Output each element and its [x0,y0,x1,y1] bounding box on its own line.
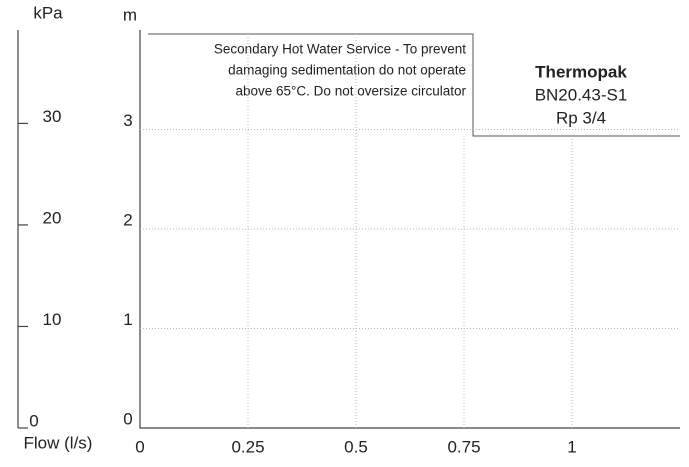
product-connection: Rp 3/4 [556,108,606,127]
x-axis-label: Flow (l/s) [24,433,93,452]
y-axis-label: m [123,5,137,24]
annotation-box [148,33,680,137]
y-tick-label: 0 [123,409,132,428]
y2-tick-label: 10 [43,310,62,329]
product-model: BN20.43-S1 [535,85,628,104]
y-tick-label: 1 [123,310,132,329]
x-tick-label: 1 [567,437,576,456]
x-tick-label: 0.5 [344,437,368,456]
y2-tick-label: 30 [43,107,62,126]
annotation: Secondary Hot Water Service - To prevent [214,42,466,57]
x-tick-label: 0.25 [231,437,264,456]
plot-frame [139,30,680,429]
y-tick-label: 2 [123,210,132,229]
x-tick-label: 0.75 [447,437,480,456]
annotation: above 65°C. Do not oversize circulator [235,84,466,99]
y2-tick-label: 20 [43,208,62,227]
y2-axis-label: kPa [33,3,63,22]
x-tick-label: 0 [135,437,144,456]
product-name: Thermopak [535,62,627,81]
y2-tick-label: 0 [29,411,38,430]
y-tick-label: 3 [123,111,132,130]
annotation: damaging sedimentation do not operate [228,63,466,78]
